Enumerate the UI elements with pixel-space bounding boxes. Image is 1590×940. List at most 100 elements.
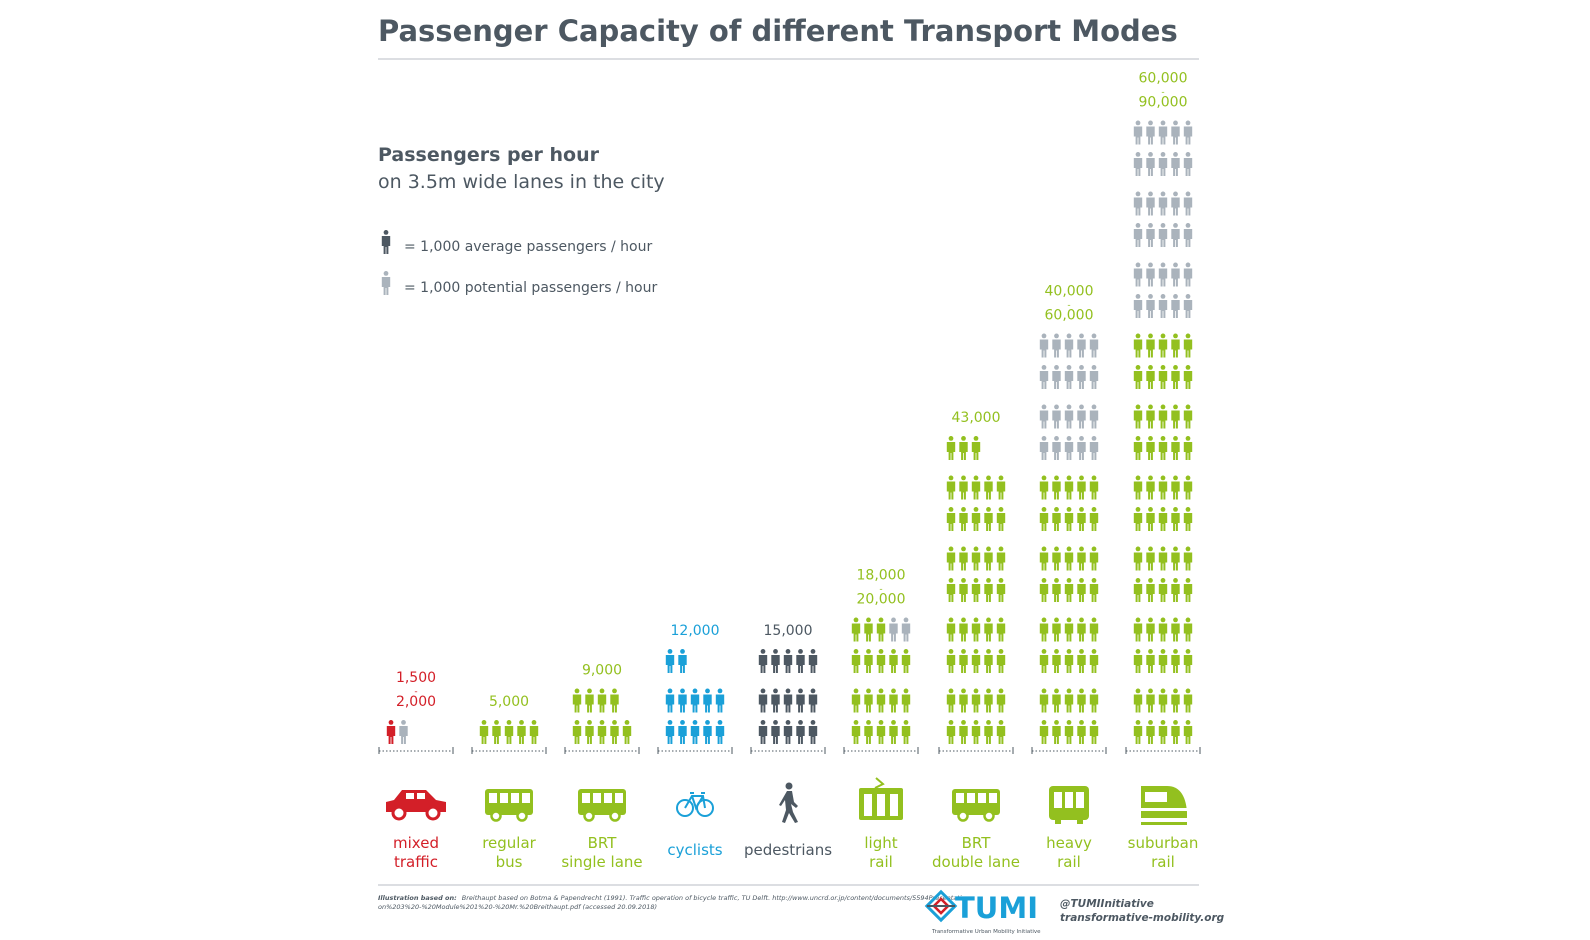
website-url: transformative-mobility.org [1060, 912, 1225, 924]
legend: = 1,000 average passengers / hour = 1,00… [381, 230, 657, 296]
mode-label-line1: light [864, 834, 897, 852]
potential-person-icon [1183, 120, 1193, 145]
average-person-icon [678, 688, 687, 713]
average-person-icon [1158, 649, 1168, 673]
average-person-icon [1052, 617, 1061, 642]
average-person-icon [851, 720, 861, 744]
average-person-icon [996, 617, 1006, 642]
suburban-train-icon [1141, 786, 1187, 825]
value-label-dash: - [414, 687, 417, 697]
average-person-icon [864, 688, 873, 713]
average-person-icon [971, 720, 981, 744]
average-person-icon [1171, 578, 1180, 602]
average-person-icon [492, 720, 501, 744]
average-person-icon [1133, 333, 1143, 358]
average-person-icon [946, 436, 956, 460]
average-person-icon [1146, 333, 1155, 358]
average-person-icon [1183, 546, 1193, 571]
potential-person-icon [1183, 223, 1193, 247]
average-person-icon [610, 720, 619, 744]
mode-label-line2: rail [1151, 853, 1175, 871]
tumi-logo-mark [924, 889, 958, 923]
potential-person-icon [1158, 191, 1168, 216]
average-person-icon [690, 688, 700, 713]
subtitle-bold: Passengers per hour [378, 144, 600, 166]
average-person-icon [971, 578, 981, 602]
average-person-icon [1077, 578, 1086, 602]
average-person-icon [959, 649, 968, 673]
average-person-icon [1064, 617, 1074, 642]
average-person-icon [783, 720, 793, 744]
average-person-icon [1146, 617, 1155, 642]
column-heavy-rail [1039, 333, 1099, 744]
average-person-icon [1146, 365, 1155, 389]
mode-label-line2: rail [1057, 853, 1081, 871]
average-person-icon [758, 649, 768, 673]
average-person-icon [1077, 617, 1086, 642]
value-label: 9,000 [582, 663, 622, 679]
potential-person-icon [399, 720, 408, 744]
average-person-icon [1077, 688, 1086, 713]
average-person-icon [783, 649, 793, 673]
average-person-icon [971, 436, 981, 460]
potential-person-icon [1064, 333, 1074, 358]
metro-train-icon [1049, 786, 1089, 824]
average-person-icon [1133, 649, 1143, 673]
average-person-icon [758, 720, 768, 744]
average-person-icon [1089, 649, 1099, 673]
average-person-icon [1039, 649, 1049, 673]
average-person-icon [959, 436, 968, 460]
potential-person-icon [1052, 436, 1061, 460]
potential-person-icon [1146, 294, 1155, 318]
potential-person-icon [1146, 262, 1155, 287]
potential-person-icon [1158, 262, 1168, 287]
potential-person-icon [1077, 436, 1086, 460]
average-person-icon [1146, 688, 1155, 713]
average-person-icon [1064, 507, 1074, 531]
average-person-icon [901, 649, 911, 673]
bicycle-icon [676, 792, 714, 817]
mode-label: cyclists [667, 841, 722, 859]
average-person-icon [946, 507, 956, 531]
average-person-icon [1158, 436, 1168, 460]
potential-person-icon [1077, 333, 1086, 358]
potential-person-icon [1089, 365, 1099, 389]
average-person-icon [1183, 436, 1193, 460]
average-person-icon [876, 720, 886, 744]
legend-dark-person-icon [381, 230, 391, 254]
average-person-icon [1158, 333, 1168, 358]
value-label: 15,000 [764, 623, 813, 639]
potential-person-icon [1039, 436, 1049, 460]
tumi-logo: TUMI Transformative Urban Mobility Initi… [924, 889, 1041, 935]
average-person-icon [984, 617, 993, 642]
potential-person-icon [1052, 333, 1061, 358]
average-person-icon [851, 688, 861, 713]
average-person-icon [1158, 688, 1168, 713]
average-person-icon [1133, 365, 1143, 389]
average-person-icon [783, 688, 793, 713]
average-person-icon [1183, 365, 1193, 389]
average-person-icon [1171, 546, 1180, 571]
average-person-icon [1077, 507, 1086, 531]
tumi-logo-text: TUMI [955, 891, 1038, 925]
average-person-icon [1146, 546, 1155, 571]
average-person-icon [996, 546, 1006, 571]
average-person-icon [1039, 617, 1049, 642]
average-person-icon [1064, 578, 1074, 602]
average-person-icon [1158, 365, 1168, 389]
walking-person-icon [779, 782, 798, 823]
potential-person-icon [1052, 404, 1061, 429]
average-person-icon [876, 649, 886, 673]
potential-person-icon [1133, 294, 1143, 318]
legend-average-text: = 1,000 average passengers / hour [404, 239, 652, 255]
average-person-icon [864, 720, 873, 744]
average-person-icon [1039, 546, 1049, 571]
average-person-icon [1183, 720, 1193, 744]
average-person-icon [946, 720, 956, 744]
legend-grey-person-icon [381, 271, 391, 295]
average-person-icon [1158, 546, 1168, 571]
average-person-icon [572, 720, 582, 744]
average-person-icon [1171, 720, 1180, 744]
average-person-icon [1158, 617, 1168, 642]
